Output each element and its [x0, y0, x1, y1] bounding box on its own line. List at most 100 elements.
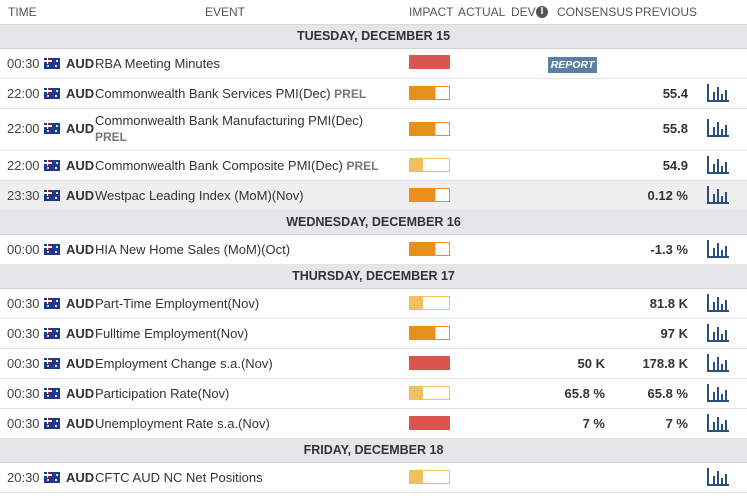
table-row[interactable]: 20:30 AUD CFTC AUD NC Net Positions — [0, 463, 747, 493]
event-currency: AUD — [66, 296, 95, 311]
col-dev-header: DEV — [511, 5, 536, 19]
impact-indicator-medium — [409, 326, 450, 340]
event-currency: AUD — [66, 356, 95, 371]
event-name[interactable]: CFTC AUD NC Net Positions — [95, 470, 263, 485]
event-time: 00:00 — [7, 242, 40, 257]
event-currency: AUD — [66, 86, 95, 101]
previous-value: 55.8 — [662, 121, 688, 136]
table-row[interactable]: 00:30 AUD Participation Rate(Nov) 65.8 %… — [0, 379, 747, 409]
event-currency: AUD — [66, 386, 95, 401]
chart-icon[interactable] — [707, 119, 729, 137]
chart-icon[interactable] — [707, 186, 729, 204]
event-name[interactable]: Unemployment Rate s.a.(Nov) — [95, 416, 270, 431]
event-name[interactable]: Westpac Leading Index (MoM)(Nov) — [95, 188, 304, 203]
event-currency: AUD — [66, 416, 95, 431]
event-time: 00:30 — [7, 56, 40, 71]
table-row[interactable]: 00:00 AUD HIA New Home Sales (MoM)(Oct) … — [0, 235, 747, 265]
col-previous-header: PREVIOUS — [635, 5, 698, 19]
table-row[interactable]: 22:00 AUD Commonwealth Bank Manufacturin… — [0, 109, 747, 151]
col-actual-header: ACTUAL — [458, 5, 506, 19]
table-row[interactable]: 00:30 AUD Part-Time Employment(Nov) 81.8… — [0, 289, 747, 319]
impact-indicator-medium — [409, 86, 450, 100]
chart-icon[interactable] — [707, 324, 729, 342]
chart-icon[interactable] — [707, 354, 729, 372]
report-badge[interactable]: REPORT — [548, 57, 597, 73]
col-impact-header: IMPACT — [409, 5, 454, 19]
table-row[interactable]: 00:30 AUD Employment Change s.a.(Nov) 50… — [0, 349, 747, 379]
impact-indicator-high — [409, 416, 450, 430]
event-time: 22:00 — [7, 86, 40, 101]
impact-indicator-high — [409, 356, 450, 370]
australia-flag-icon — [44, 160, 60, 171]
table-row[interactable]: 22:00 AUD Commonwealth Bank Composite PM… — [0, 151, 747, 181]
previous-value: 54.9 — [662, 158, 688, 173]
chart-icon[interactable] — [707, 414, 729, 432]
australia-flag-icon — [44, 244, 60, 255]
australia-flag-icon — [44, 388, 60, 399]
previous-value: 81.8 K — [649, 296, 688, 311]
consensus-value: 7 % — [582, 416, 605, 431]
day-header: FRIDAY, DECEMBER 18 — [0, 439, 747, 463]
event-name[interactable]: HIA New Home Sales (MoM)(Oct) — [95, 242, 291, 257]
chart-icon[interactable] — [707, 468, 729, 486]
event-currency: AUD — [66, 188, 95, 203]
chart-icon[interactable] — [707, 84, 729, 102]
event-time: 22:00 — [7, 121, 40, 136]
table-row[interactable]: 00:30 AUD Fulltime Employment(Nov) 97 K — [0, 319, 747, 349]
table-row[interactable]: 22:00 AUD Commonwealth Bank Services PMI… — [0, 79, 747, 109]
table-row[interactable]: 00:30 AUD RBA Meeting Minutes REPORT — [0, 49, 747, 79]
australia-flag-icon — [44, 358, 60, 369]
previous-value: 0.12 % — [647, 188, 688, 203]
impact-indicator-medium — [409, 188, 450, 202]
chart-icon[interactable] — [707, 156, 729, 174]
event-name[interactable]: Commonwealth Bank Manufacturing PMI(Dec)… — [95, 113, 395, 145]
event-name[interactable]: Fulltime Employment(Nov) — [95, 326, 249, 341]
australia-flag-icon — [44, 123, 60, 134]
event-name[interactable]: Commonwealth Bank Services PMI(Dec) PREL — [95, 86, 367, 101]
event-name[interactable]: Participation Rate(Nov) — [95, 386, 230, 401]
event-currency: AUD — [66, 158, 95, 173]
event-time: 23:30 — [7, 188, 40, 203]
table-header: TIME EVENT IMPACT ACTUAL DEV i CONSENSUS… — [0, 0, 747, 25]
event-name[interactable]: RBA Meeting Minutes — [95, 56, 221, 71]
previous-value: 97 K — [660, 326, 688, 341]
previous-value: 55.4 — [662, 86, 688, 101]
event-time: 00:30 — [7, 356, 40, 371]
event-time: 20:30 — [7, 470, 40, 485]
prel-tag: PREL — [95, 130, 128, 144]
previous-value: 65.8 % — [647, 386, 688, 401]
australia-flag-icon — [44, 190, 60, 201]
impact-indicator-high — [409, 55, 450, 69]
event-name[interactable]: Commonwealth Bank Composite PMI(Dec) PRE… — [95, 158, 379, 173]
day-header: TUESDAY, DECEMBER 15 — [0, 25, 747, 49]
table-row[interactable]: 00:30 AUD Unemployment Rate s.a.(Nov) 7 … — [0, 409, 747, 439]
event-name[interactable]: Part-Time Employment(Nov) — [95, 296, 260, 311]
previous-value: -1.3 % — [650, 242, 688, 257]
australia-flag-icon — [44, 298, 60, 309]
australia-flag-icon — [44, 58, 60, 69]
chart-icon[interactable] — [707, 240, 729, 258]
australia-flag-icon — [44, 88, 60, 99]
previous-value: 178.8 K — [642, 356, 688, 371]
chart-icon[interactable] — [707, 294, 729, 312]
table-row[interactable]: 23:30 AUD Westpac Leading Index (MoM)(No… — [0, 181, 747, 211]
day-header: THURSDAY, DECEMBER 17 — [0, 265, 747, 289]
event-name[interactable]: Employment Change s.a.(Nov) — [95, 356, 273, 371]
col-time-header: TIME — [8, 5, 37, 19]
event-time: 00:30 — [7, 326, 40, 341]
event-currency: AUD — [66, 470, 95, 485]
event-time: 00:30 — [7, 416, 40, 431]
consensus-value: 65.8 % — [564, 386, 605, 401]
info-icon[interactable]: i — [536, 6, 548, 18]
event-currency: AUD — [66, 242, 95, 257]
event-time: 00:30 — [7, 386, 40, 401]
event-time: 22:00 — [7, 158, 40, 173]
australia-flag-icon — [44, 472, 60, 483]
impact-indicator-medium — [409, 242, 450, 256]
chart-icon[interactable] — [707, 384, 729, 402]
prel-tag: PREL — [334, 87, 367, 101]
event-time: 00:30 — [7, 296, 40, 311]
previous-value: 7 % — [665, 416, 688, 431]
impact-indicator-low — [409, 296, 450, 310]
event-currency: AUD — [66, 121, 95, 136]
